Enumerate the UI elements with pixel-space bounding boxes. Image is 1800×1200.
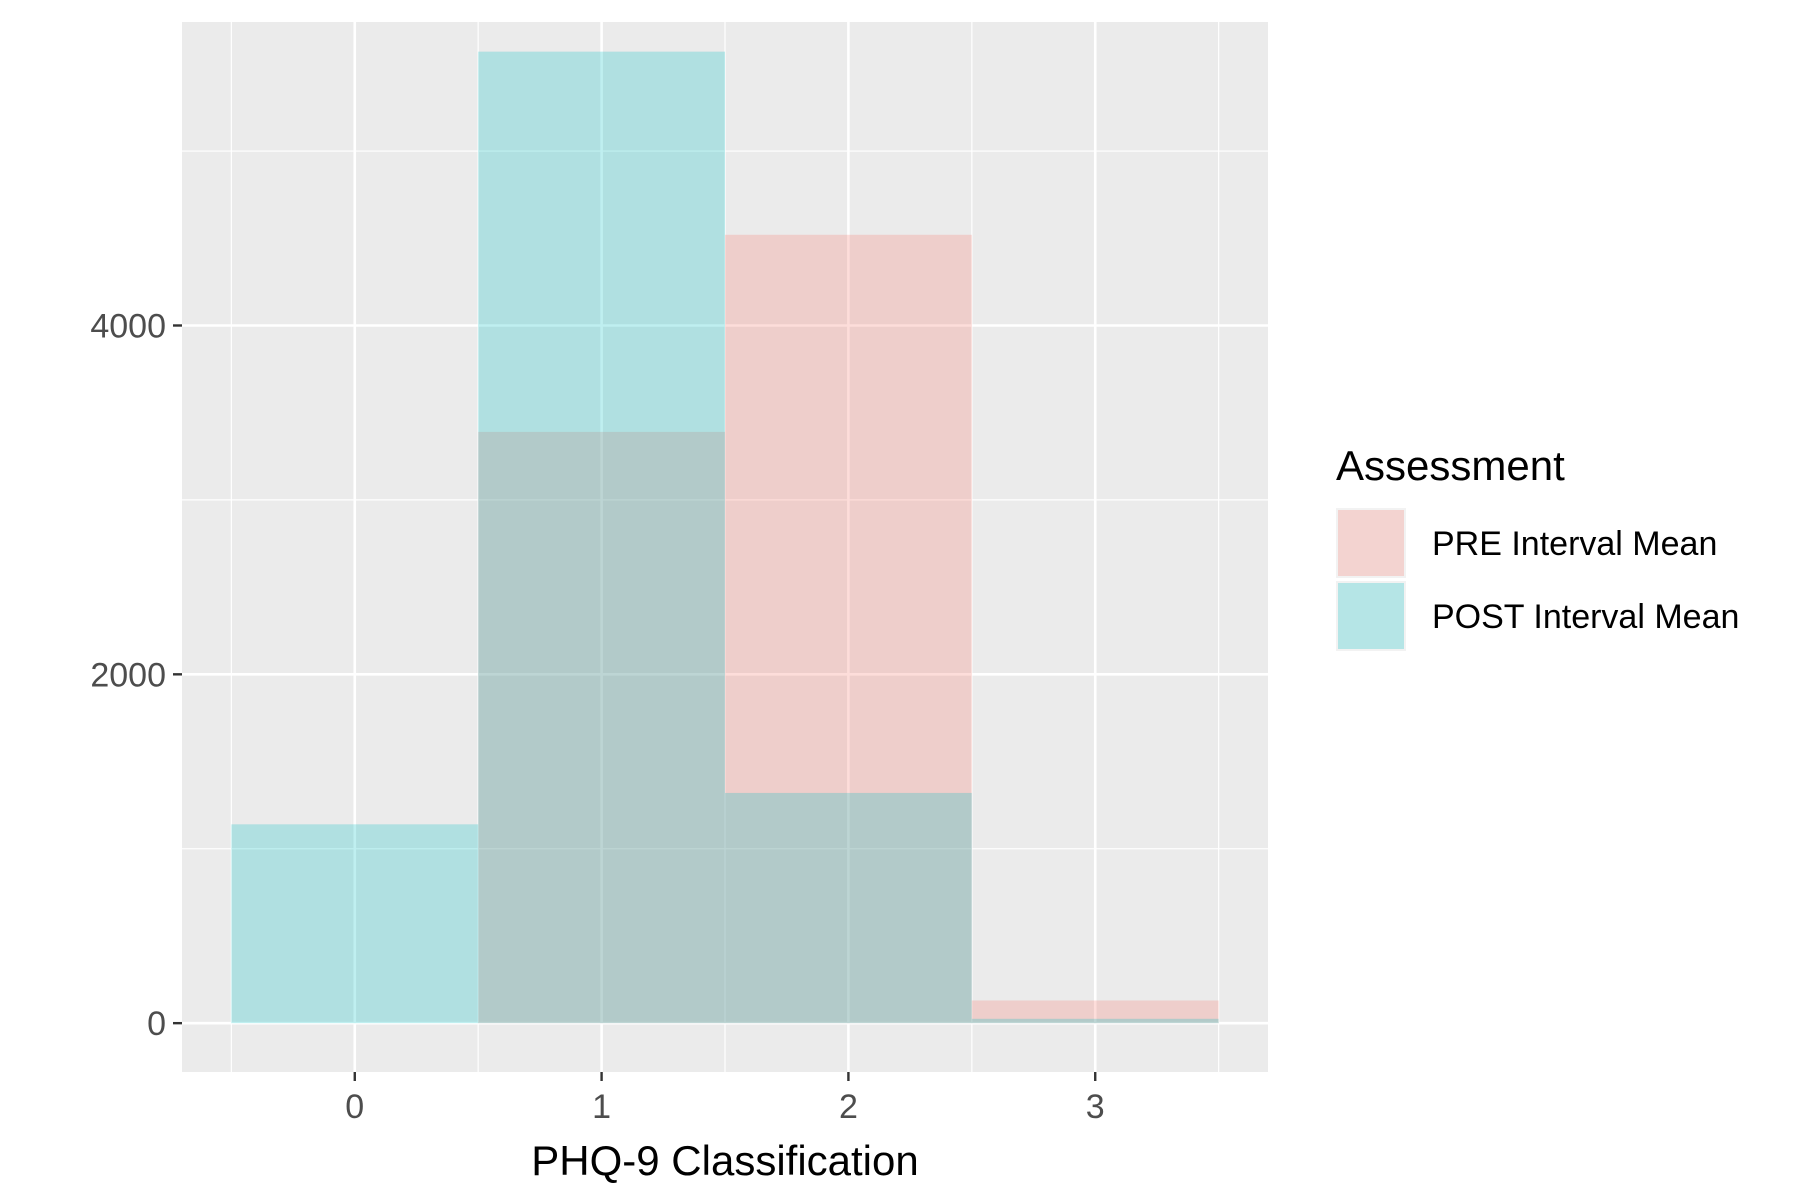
bar-post-interval-mean-3 (971, 1018, 1219, 1024)
y-tick-label-2: 4000 (90, 307, 166, 345)
bar-post-interval-mean-0 (231, 824, 479, 1024)
major-gridlines (182, 22, 1268, 1072)
legend-key-1 (1338, 583, 1404, 649)
y-tick-label-0: 0 (147, 1005, 166, 1043)
axes: 0 2000 4000 0 1 2 3 (90, 307, 1104, 1126)
x-tick-label-1: 1 (592, 1088, 611, 1126)
legend-key-0 (1338, 510, 1404, 576)
legend-key-bg-1 (1336, 581, 1406, 651)
x-tick-label-0: 0 (345, 1088, 364, 1126)
bar-post-interval-mean-1 (478, 51, 725, 1024)
minor-gridlines (182, 22, 1268, 1072)
bars (231, 51, 1219, 1024)
x-axis-title: PHQ-9 Classification (531, 1137, 918, 1184)
legend-key-bg-0 (1336, 508, 1406, 578)
bar-pre-interval-mean-3 (971, 1000, 1219, 1024)
legend: Assessment PRE Interval Mean POST Interva… (1336, 442, 1739, 651)
legend-title: Assessment (1336, 442, 1565, 489)
y-tick-label-1: 2000 (90, 656, 166, 694)
x-tick-label-3: 3 (1086, 1088, 1105, 1126)
bar-post-interval-mean-2 (725, 792, 972, 1024)
legend-label-0: PRE Interval Mean (1432, 525, 1717, 563)
x-tick-label-2: 2 (839, 1088, 858, 1126)
bar-pre-interval-mean-1 (478, 431, 725, 1024)
bar-pre-interval-mean-2 (725, 234, 972, 1024)
legend-label-1: POST Interval Mean (1432, 598, 1739, 636)
